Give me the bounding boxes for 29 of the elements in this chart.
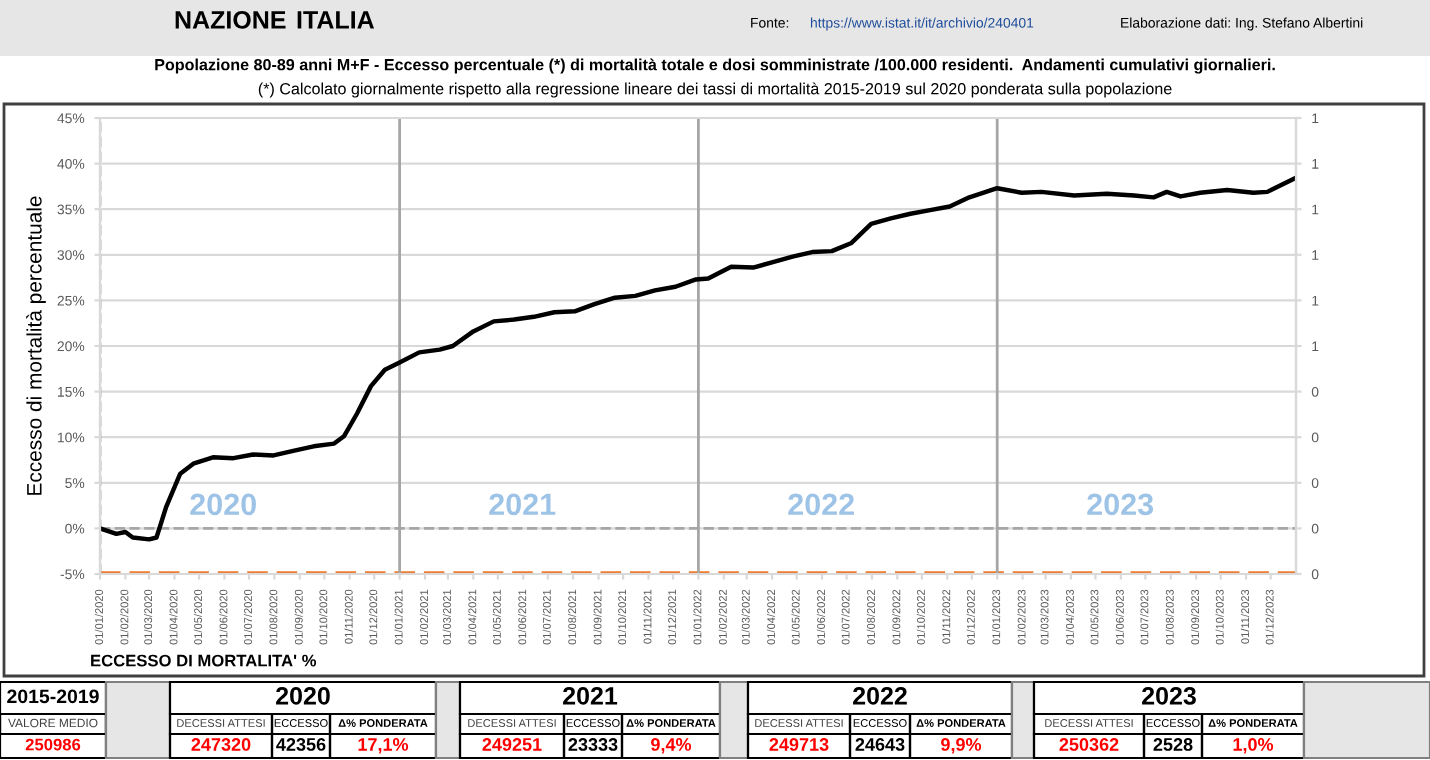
text: 249713 bbox=[769, 738, 829, 751]
text: 42356 bbox=[276, 738, 326, 751]
text: 250986 bbox=[25, 738, 81, 751]
text: 2528 bbox=[1153, 738, 1193, 751]
text: 249251 bbox=[482, 738, 542, 751]
text: 250362 bbox=[1059, 738, 1119, 751]
annotation: 2023 bbox=[1087, 493, 1154, 516]
x-axis-title: ECCESSO DI MORTALITA' % bbox=[91, 654, 317, 667]
y-axis-title: Eccesso di mortalità percentuale bbox=[26, 196, 46, 495]
text: 2021 bbox=[563, 687, 618, 705]
annotation: 2021 bbox=[489, 493, 556, 516]
annotation: 2022 bbox=[788, 493, 854, 516]
text: NAZIONE bbox=[175, 11, 286, 29]
line-series bbox=[100, 175, 1296, 542]
text: 2015-2019 bbox=[7, 689, 99, 704]
text: 2020 bbox=[276, 687, 330, 705]
text: 9,9% bbox=[941, 738, 982, 754]
chart-subtitle: (*) Calcolato giornalmente rispetto alla regressione lineare dei tassi di mortalità 2015-2019 sul 2020 ponderata sulla popolazione bbox=[258, 82, 1172, 98]
chart-title: Popolazione 80-89 anni M+F - Eccesso percentuale (*) di mortalità totale e dosi somministrate /100.000 residenti. Andamenti cumulativi giornalieri. bbox=[155, 58, 1275, 74]
text: 17,1% bbox=[358, 738, 409, 754]
text: ITALIA bbox=[297, 11, 375, 29]
text: 23333 bbox=[568, 738, 618, 751]
text: 1,0% bbox=[1233, 738, 1274, 754]
text: 9,4% bbox=[651, 738, 692, 754]
text: 2022 bbox=[853, 687, 907, 705]
text: 24643 bbox=[855, 738, 905, 751]
text: 247320 bbox=[191, 738, 251, 751]
text: 2023 bbox=[1142, 687, 1196, 705]
annotation: 2020 bbox=[190, 493, 256, 516]
